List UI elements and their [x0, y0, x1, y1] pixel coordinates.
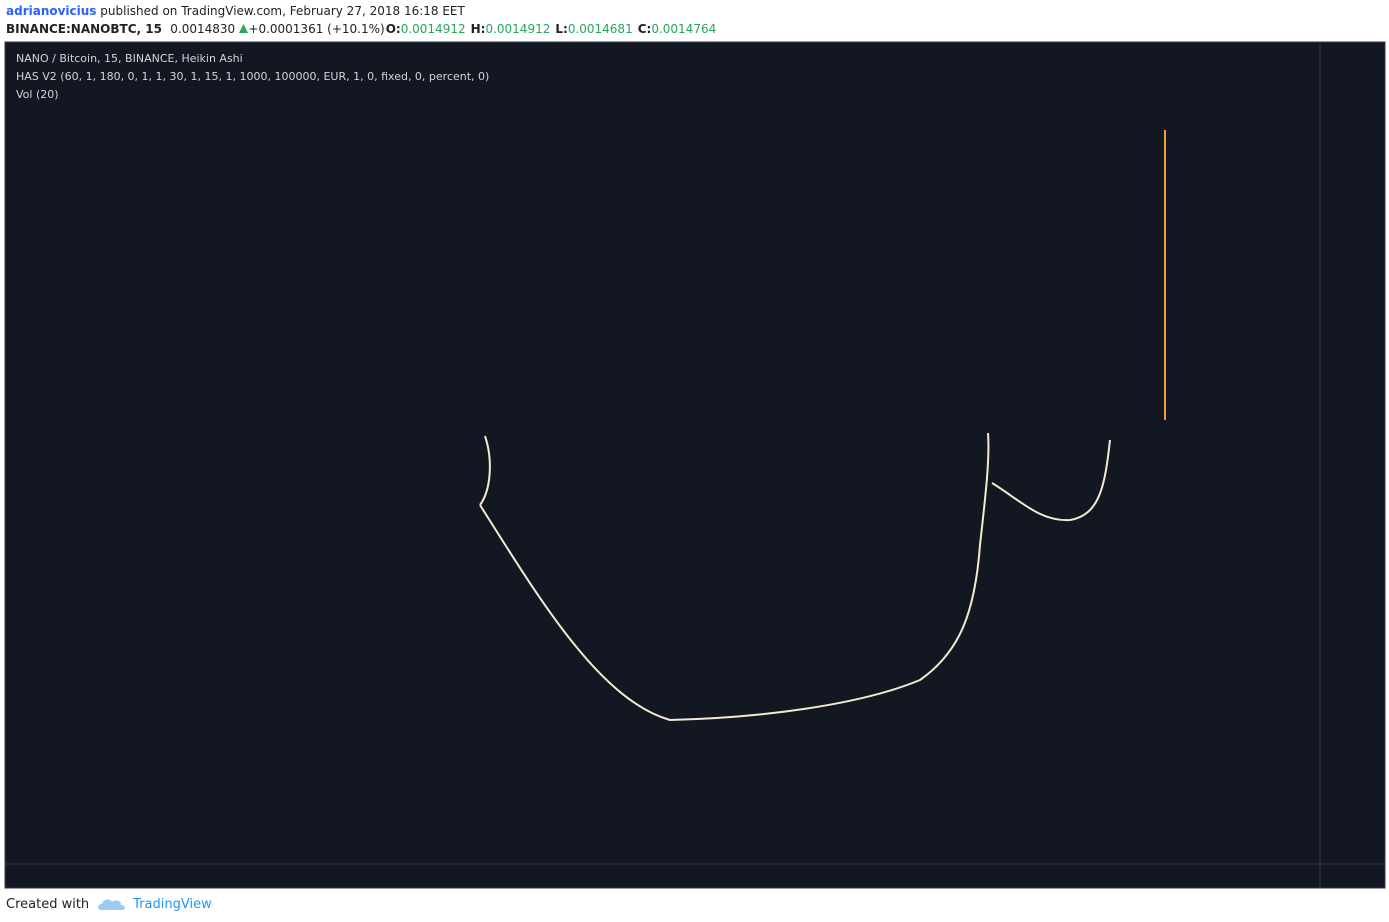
up-icon	[239, 24, 249, 33]
published: published on TradingView.com, February 2…	[100, 4, 465, 18]
ohlc-value: 0.0014912	[400, 22, 466, 36]
author[interactable]: adrianovicius	[6, 4, 97, 18]
header-line: BINANCE:NANOBTC, 15 0.0014830 +0.0001361…	[6, 22, 720, 36]
drawing-left-rim	[479, 435, 491, 506]
brand[interactable]: TradingView	[133, 896, 212, 912]
ohlc-key: O:	[385, 22, 401, 36]
ohlc-key: H:	[470, 22, 486, 36]
drawing-cup	[479, 432, 990, 722]
ohlc-value: 0.0014912	[485, 22, 551, 36]
last-price: 0.0014830	[170, 22, 236, 36]
indicator-label: Vol (20)	[16, 88, 59, 101]
footer: Created with TradingView	[6, 896, 212, 912]
chart-background	[4, 41, 1386, 889]
ohlc: O:0.0014912 H:0.0014912 L:0.0014681 C:0.001…	[385, 22, 721, 36]
chart-title: NANO / Bitcoin, 15, BINANCE, Heikin Ashi	[16, 52, 243, 65]
ohlc-value: 0.0014681	[567, 22, 633, 36]
ohlc-key: C:	[637, 22, 652, 36]
drawing-handle	[991, 439, 1111, 522]
logo	[98, 899, 126, 910]
indicator-label: HAS V2 (60, 1, 180, 0, 1, 1, 30, 1, 15, …	[16, 70, 489, 83]
change: +0.0001361 (+10.1%)	[248, 22, 385, 36]
ohlc-key: L:	[555, 22, 568, 36]
header-line: adrianovicius published on TradingView.c…	[6, 4, 465, 18]
ohlc-value: 0.0014764	[651, 22, 717, 36]
chart: NANO / Bitcoin, 15, BINANCE, Heikin Ashi…	[4, 41, 1386, 889]
symbol: BINANCE:NANOBTC, 15	[6, 22, 162, 36]
created-with: Created with	[6, 896, 90, 912]
